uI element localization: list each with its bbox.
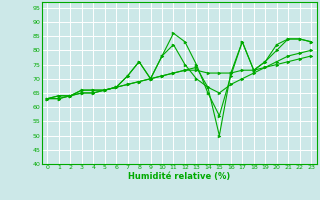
X-axis label: Humidité relative (%): Humidité relative (%) xyxy=(128,172,230,181)
